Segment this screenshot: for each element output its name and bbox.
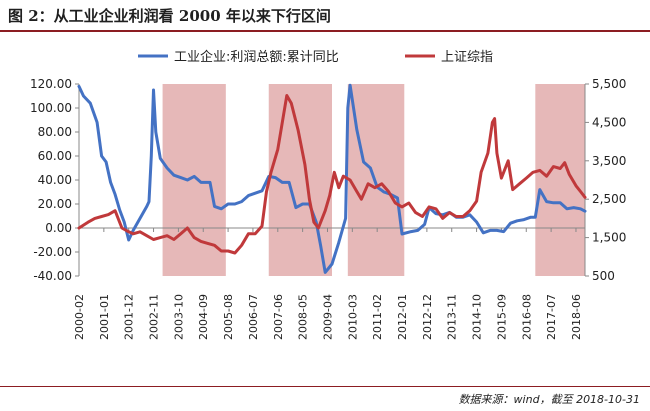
x-tick-label: 2017-07 [545, 294, 558, 340]
x-tick-label: 2012-01 [396, 294, 409, 340]
y-right-tick-label: 1,500 [592, 231, 626, 245]
y-left-tick-label: 100.00 [30, 101, 72, 115]
x-tick-label: 2012-12 [421, 294, 434, 340]
x-tick-label: 2008-05 [297, 294, 310, 340]
source-note: 数据来源：wind，截至 2018-10-31 [458, 393, 640, 406]
x-tick-label: 2013-11 [446, 294, 459, 340]
series-lines [77, 83, 587, 274]
figure-title: 图 2：从工业企业利润看 2000 年以来下行区间 [8, 7, 331, 25]
x-tick-label: 2001-01 [98, 294, 111, 340]
series-line-industrial-profit [77, 83, 587, 274]
legend-label: 上证综指 [441, 50, 493, 65]
x-tick-label: 2003-10 [172, 294, 185, 340]
x-tick-label: 2015-09 [495, 294, 508, 340]
x-tick-label: 2007-06 [272, 294, 285, 340]
x-tick-label: 2018-06 [570, 294, 583, 340]
y-left-tick-label: 80.00 [38, 125, 72, 139]
y-left-tick-label: 20.00 [38, 197, 72, 211]
y-right-tick-label: 3,500 [592, 154, 626, 168]
x-tick-label: 2002-11 [148, 294, 161, 340]
bottom-rule [0, 386, 650, 387]
y-left-tick-label: 0.00 [45, 221, 72, 235]
x-tick-label: 2000-02 [73, 294, 86, 340]
x-tick-label: 2010-03 [346, 294, 359, 340]
x-tick-label: 2014-10 [471, 294, 484, 340]
x-tick-label: 2009-04 [321, 294, 334, 340]
y-right-tick-label: 4,500 [592, 115, 626, 129]
y-right-tick-label: 2,500 [592, 192, 626, 206]
top-rule [0, 30, 650, 32]
axes: -40.00 -20.00 0.00 20.00 40.00 60.00 80.00 100.… [30, 77, 626, 340]
y-right-tick-label: 5,500 [592, 77, 626, 91]
legend-item-shanghai-composite: 上证综指 [405, 50, 493, 65]
title-bar: 图 2：从工业企业利润看 2000 年以来下行区间 [0, 0, 650, 30]
legend-label: 工业企业:利润总额:累计同比 [174, 49, 339, 65]
y-left-tick-label: 120.00 [30, 77, 72, 91]
y-left-tick-label: 60.00 [38, 149, 72, 163]
y-left-tick-label: -20.00 [33, 245, 72, 259]
y-left-tick-label: 40.00 [38, 173, 72, 187]
x-tick-label: 2001-12 [123, 294, 136, 340]
y-left-tick-label: -40.00 [33, 269, 72, 283]
x-tick-label: 2006-07 [247, 294, 260, 340]
series-line-shanghai-composite [77, 94, 587, 255]
shaded-period-1 [162, 84, 226, 276]
y-right-tick-label: 500 [592, 269, 615, 283]
shaded-period-4 [535, 84, 585, 276]
legend: 工业企业:利润总额:累计同比 上证综指 [138, 49, 493, 65]
chart: -40.00 -20.00 0.00 20.00 40.00 60.00 80.00 100.… [30, 49, 626, 340]
legend-item-industrial-profit: 工业企业:利润总额:累计同比 [138, 49, 339, 65]
x-tick-label: 2016-08 [520, 294, 533, 340]
x-tick-label: 2005-08 [222, 294, 235, 340]
x-tick-label: 2004-09 [197, 294, 210, 340]
x-tick-label: 2011-02 [371, 294, 384, 340]
